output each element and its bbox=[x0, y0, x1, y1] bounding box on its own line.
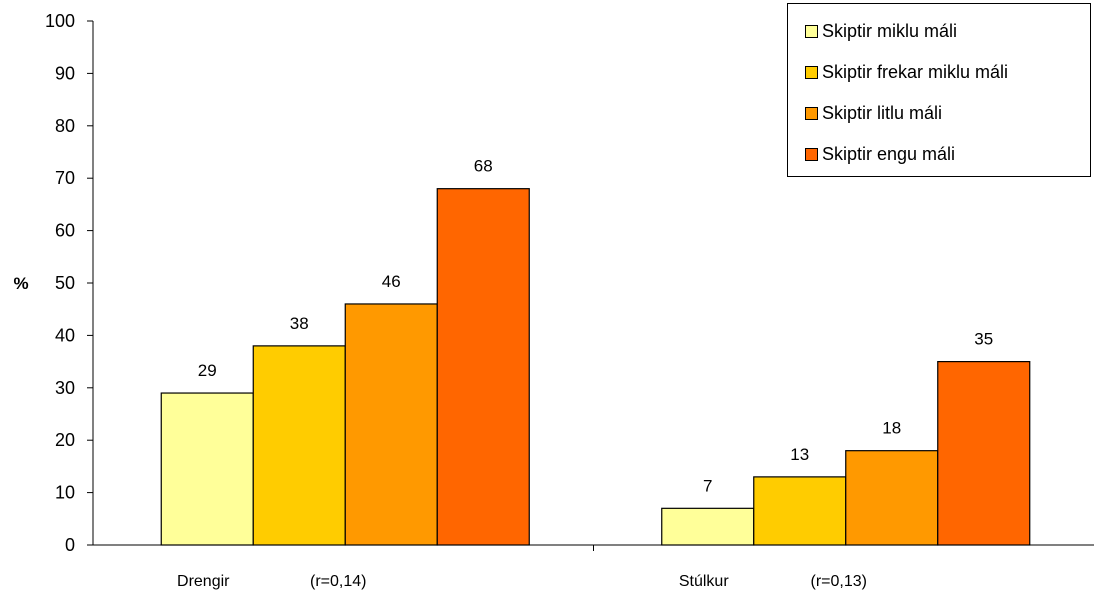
legend-label: Skiptir litlu máli bbox=[822, 102, 943, 123]
legend-swatch bbox=[805, 106, 818, 120]
x-tick-label: Stúlkur bbox=[679, 573, 729, 590]
y-tick-label: 90 bbox=[55, 63, 75, 83]
y-tick-label: 60 bbox=[55, 221, 75, 241]
data-label: 29 bbox=[198, 361, 217, 380]
bar bbox=[436, 188, 530, 546]
bar bbox=[937, 361, 1031, 546]
legend-item: Skiptir frekar miklu máli bbox=[805, 61, 1008, 83]
bar bbox=[344, 303, 438, 546]
x-tick-label: Drengir bbox=[177, 573, 230, 590]
data-label: 35 bbox=[974, 330, 993, 349]
y-tick-label: 20 bbox=[55, 430, 75, 450]
data-label: 13 bbox=[790, 445, 809, 464]
y-axis-label: % bbox=[13, 274, 28, 293]
bar bbox=[160, 392, 254, 546]
bar bbox=[252, 345, 346, 546]
labels: 29 38 46 68 Drengir (r=0,14) 7 13 18 35 Stúlkur (r=… bbox=[177, 157, 993, 590]
category-note: (r=0,14) bbox=[310, 573, 366, 590]
y-tick-label: 100 bbox=[45, 11, 75, 31]
y-tick-label: 40 bbox=[55, 325, 75, 345]
category-note: (r=0,13) bbox=[811, 573, 867, 590]
bar bbox=[845, 450, 939, 546]
y-tick-label: 50 bbox=[55, 273, 75, 293]
y-tick-label: 80 bbox=[55, 116, 75, 136]
bar bbox=[753, 476, 847, 546]
data-label: 46 bbox=[382, 272, 401, 291]
y-tick-label: 10 bbox=[55, 483, 75, 503]
axes: 0 10 20 30 40 50 60 70 80 90 100 bbox=[45, 11, 1094, 555]
legend-label: Skiptir engu máli bbox=[822, 143, 956, 164]
legend-item: Skiptir engu máli bbox=[805, 143, 955, 165]
data-label: 18 bbox=[882, 419, 901, 438]
data-label: 68 bbox=[474, 157, 493, 176]
y-tick-label: 0 bbox=[65, 535, 75, 555]
bars bbox=[160, 188, 1031, 546]
legend-swatch bbox=[805, 24, 818, 38]
y-tick-label: 70 bbox=[55, 168, 75, 188]
legend-label: Skiptir frekar miklu máli bbox=[822, 61, 1009, 82]
legend-swatch bbox=[805, 65, 818, 79]
data-label: 38 bbox=[290, 314, 309, 333]
legend-label: Skiptir miklu máli bbox=[822, 20, 958, 41]
data-label: 7 bbox=[703, 476, 712, 495]
bar bbox=[661, 507, 755, 546]
legend-swatch bbox=[805, 147, 818, 161]
legend: Skiptir miklu máli Skiptir frekar miklu m… bbox=[787, 3, 1091, 177]
legend-item: Skiptir miklu máli bbox=[805, 20, 957, 42]
y-tick-label: 30 bbox=[55, 378, 75, 398]
legend-item: Skiptir litlu máli bbox=[805, 102, 942, 124]
